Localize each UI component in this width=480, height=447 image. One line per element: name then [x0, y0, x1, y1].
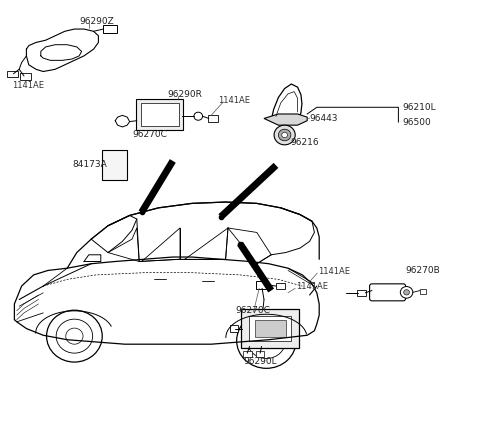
Text: 1141AE: 1141AE	[296, 283, 328, 291]
Text: 1141AE: 1141AE	[12, 81, 44, 90]
Text: 96270C: 96270C	[235, 306, 270, 315]
FancyBboxPatch shape	[249, 316, 291, 341]
FancyBboxPatch shape	[20, 73, 31, 80]
FancyBboxPatch shape	[136, 99, 183, 130]
Polygon shape	[264, 114, 307, 125]
FancyBboxPatch shape	[103, 25, 117, 33]
Text: 96270C: 96270C	[132, 130, 167, 139]
Circle shape	[194, 112, 203, 120]
Text: 96210L: 96210L	[402, 103, 436, 112]
Text: 96290R: 96290R	[167, 90, 202, 99]
FancyBboxPatch shape	[357, 290, 366, 296]
FancyBboxPatch shape	[7, 71, 18, 77]
FancyBboxPatch shape	[241, 309, 299, 348]
Text: 96500: 96500	[402, 118, 431, 127]
Text: 96270B: 96270B	[406, 266, 440, 275]
Circle shape	[404, 290, 409, 295]
Text: 96290L: 96290L	[244, 357, 277, 366]
FancyBboxPatch shape	[256, 281, 268, 289]
Text: 84173A: 84173A	[72, 160, 107, 169]
FancyBboxPatch shape	[208, 115, 218, 122]
FancyBboxPatch shape	[243, 351, 252, 357]
FancyBboxPatch shape	[230, 325, 238, 332]
Text: 96216: 96216	[290, 138, 319, 147]
Text: 1141AE: 1141AE	[218, 96, 251, 105]
FancyBboxPatch shape	[141, 103, 179, 126]
Text: 96443: 96443	[310, 114, 338, 123]
Circle shape	[278, 129, 291, 141]
Text: 1141AE: 1141AE	[318, 267, 350, 276]
FancyBboxPatch shape	[255, 320, 286, 337]
Circle shape	[282, 132, 288, 138]
FancyBboxPatch shape	[370, 284, 406, 301]
FancyBboxPatch shape	[102, 150, 127, 180]
FancyBboxPatch shape	[420, 289, 426, 294]
Circle shape	[400, 287, 413, 298]
Circle shape	[274, 125, 295, 145]
Polygon shape	[271, 84, 302, 121]
FancyBboxPatch shape	[256, 351, 264, 357]
Text: 96290Z: 96290Z	[79, 17, 114, 26]
FancyBboxPatch shape	[276, 283, 285, 289]
